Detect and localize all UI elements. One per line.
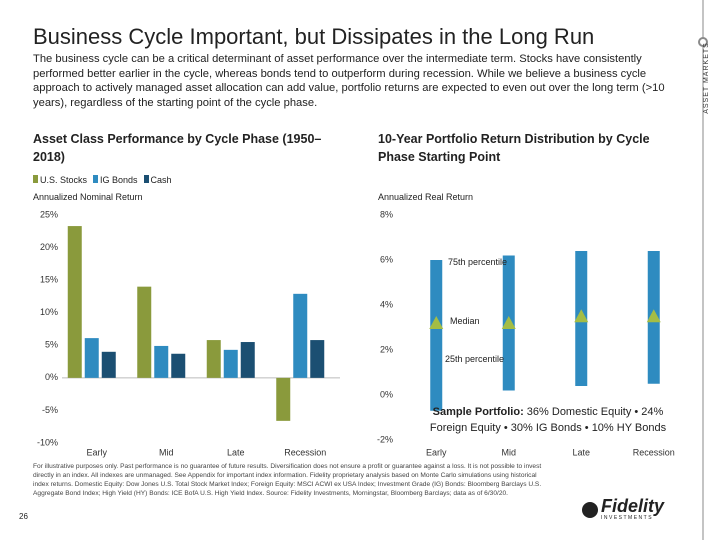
median-marker <box>501 316 516 329</box>
y-axis-label: Annualized Real Return <box>378 192 474 202</box>
annotation: 25th percentile <box>445 354 505 364</box>
y-tick-label: -10% <box>37 437 58 447</box>
legend-item: U.S. Stocks <box>33 175 87 185</box>
y-tick-label: 6% <box>380 254 393 264</box>
y-tick-label: 10% <box>40 307 58 317</box>
y-tick-label: -2% <box>377 434 393 444</box>
x-tick-label: Recession <box>284 447 326 457</box>
note-bold: Sample Portfolio: <box>432 406 524 418</box>
legend-swatch <box>143 175 149 183</box>
logo-mark <box>582 501 598 518</box>
x-tick-label: Recession <box>633 447 675 457</box>
bar <box>223 349 238 378</box>
y-tick-label: 25% <box>40 209 58 219</box>
y-tick-label: 4% <box>380 299 393 309</box>
median-marker <box>646 309 661 323</box>
median-marker <box>429 316 444 329</box>
x-tick-label: Early <box>426 447 447 457</box>
x-tick-label: Late <box>572 447 590 457</box>
legend-swatch <box>33 175 38 183</box>
legend-label: IG Bonds <box>100 175 138 185</box>
logo: Fidelity INVESTMENTS <box>582 496 665 521</box>
y-tick-label: 20% <box>40 242 58 252</box>
y-tick-label: 0% <box>380 389 393 399</box>
logo-word: Fidelity <box>601 496 665 516</box>
section-label: ASSET MARKETS <box>703 42 710 114</box>
annotation: Median <box>450 316 480 326</box>
chart-title: Asset Class Performance by Cycle Phase (… <box>33 132 322 164</box>
note-box <box>414 402 682 438</box>
footnote: For illustrative purposes only. Past per… <box>33 463 542 497</box>
y-tick-label: 8% <box>380 209 393 219</box>
note: Sample Portfolio: 36% Domestic Equity • … <box>414 404 682 436</box>
bar <box>67 226 82 378</box>
legend-item: Cash <box>143 175 172 185</box>
legend: U.S. Stocks IG Bonds Cash <box>33 175 172 185</box>
y-tick-label: 2% <box>380 344 393 354</box>
x-tick-label: Mid <box>501 447 516 457</box>
page-number: 26 <box>19 512 28 521</box>
range-bar <box>430 260 443 411</box>
logo-sub: INVESTMENTS <box>601 515 654 521</box>
legend-item: IG Bonds <box>93 175 138 185</box>
legend-label: Cash <box>150 175 172 185</box>
description: The business cycle can be a critical det… <box>33 53 665 109</box>
x-tick-label: Mid <box>159 447 174 457</box>
y-axis-label: Annualized Nominal Return <box>33 192 143 202</box>
x-tick-label: Early <box>86 447 107 457</box>
x-tick-label: Late <box>227 447 245 457</box>
median-marker <box>574 309 589 323</box>
legend-swatch <box>93 175 99 183</box>
bar <box>276 377 291 421</box>
bar <box>293 293 308 378</box>
logo-text: Fidelity INVESTMENTS <box>601 496 665 521</box>
side-dot <box>698 37 708 47</box>
bar <box>101 351 116 378</box>
y-tick-label: 0% <box>45 372 58 382</box>
y-tick-label: 5% <box>45 340 58 350</box>
bar <box>137 286 152 378</box>
chart-title: 10-Year Portfolio Return Distribution by… <box>378 132 650 164</box>
bar <box>154 345 169 378</box>
y-tick-label: 15% <box>40 275 58 285</box>
bar <box>84 338 99 378</box>
title: Business Cycle Important, but Dissipates… <box>33 24 595 49</box>
y-tick-label: -5% <box>42 405 58 415</box>
bar <box>310 340 325 378</box>
legend-label: U.S. Stocks <box>40 175 88 185</box>
bar <box>206 340 221 378</box>
annotation: 75th percentile <box>448 257 508 267</box>
bar <box>240 342 255 378</box>
bar <box>171 353 186 378</box>
note-text: 36% Domestic Equity • 24% Foreign Equity… <box>429 406 667 434</box>
